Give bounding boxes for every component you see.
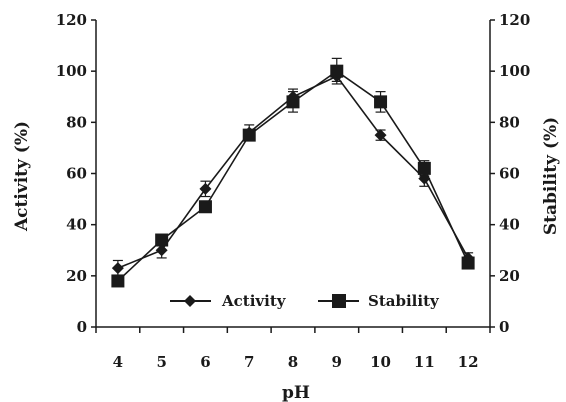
y-tick-label-left: 60	[66, 165, 87, 183]
series-stability	[111, 57, 475, 288]
x-tick-label: 5	[156, 353, 166, 371]
x-tick-label: 7	[244, 353, 254, 371]
data-point-stability	[461, 256, 475, 270]
x-tick-label: 12	[458, 353, 479, 371]
legend-activity-marker	[184, 295, 196, 307]
data-point-stability	[330, 64, 344, 78]
y-tick-label-right: 0	[499, 318, 509, 336]
y-tick-label-right: 80	[499, 113, 520, 131]
x-axis-title: pH	[282, 383, 310, 402]
y-tick-label-left: 100	[56, 62, 87, 80]
data-point-activity	[111, 262, 124, 275]
data-point-stability	[111, 274, 125, 288]
legend-activity-label: Activity	[221, 292, 287, 310]
x-tick-label: 8	[288, 353, 298, 371]
data-point-activity	[155, 244, 168, 257]
data-point-stability	[242, 128, 256, 142]
marks	[111, 57, 475, 288]
legend-stability-marker	[332, 294, 346, 308]
data-point-activity	[199, 182, 212, 195]
y-axis-title-right: Stability (%)	[541, 117, 561, 235]
y-tick-label-left: 20	[66, 267, 87, 285]
x-tick-label: 10	[370, 353, 391, 371]
x-tick-label: 11	[414, 353, 435, 371]
data-point-stability	[374, 95, 388, 109]
y-tick-label-left: 40	[66, 216, 87, 234]
data-point-stability	[198, 200, 212, 214]
data-point-stability	[286, 95, 300, 109]
y-tick-label-right: 100	[499, 62, 530, 80]
data-point-activity	[374, 129, 387, 142]
y-tick-label-right: 60	[499, 165, 520, 183]
legend-stability-label: Stability	[368, 292, 440, 310]
y-tick-label-left: 0	[77, 318, 87, 336]
y-tick-label-right: 120	[499, 11, 530, 29]
y-tick-label-left: 80	[66, 113, 87, 131]
x-tick-label: 4	[113, 353, 123, 371]
data-point-stability	[155, 233, 169, 247]
y-tick-label-right: 40	[499, 216, 520, 234]
axes: 0 0 20 20 40 40 60 60 80 80 100 100 120 120 4 5 6 7 8 9 10 11…	[56, 11, 531, 371]
y-tick-label-right: 20	[499, 267, 520, 285]
data-point-stability	[417, 161, 431, 175]
y-tick-label-left: 120	[56, 11, 87, 29]
y-axis-title-left: Activity (%)	[12, 121, 32, 232]
x-tick-label: 6	[200, 353, 210, 371]
legend: Activity Stability	[170, 292, 440, 310]
x-tick-label: 9	[332, 353, 342, 371]
